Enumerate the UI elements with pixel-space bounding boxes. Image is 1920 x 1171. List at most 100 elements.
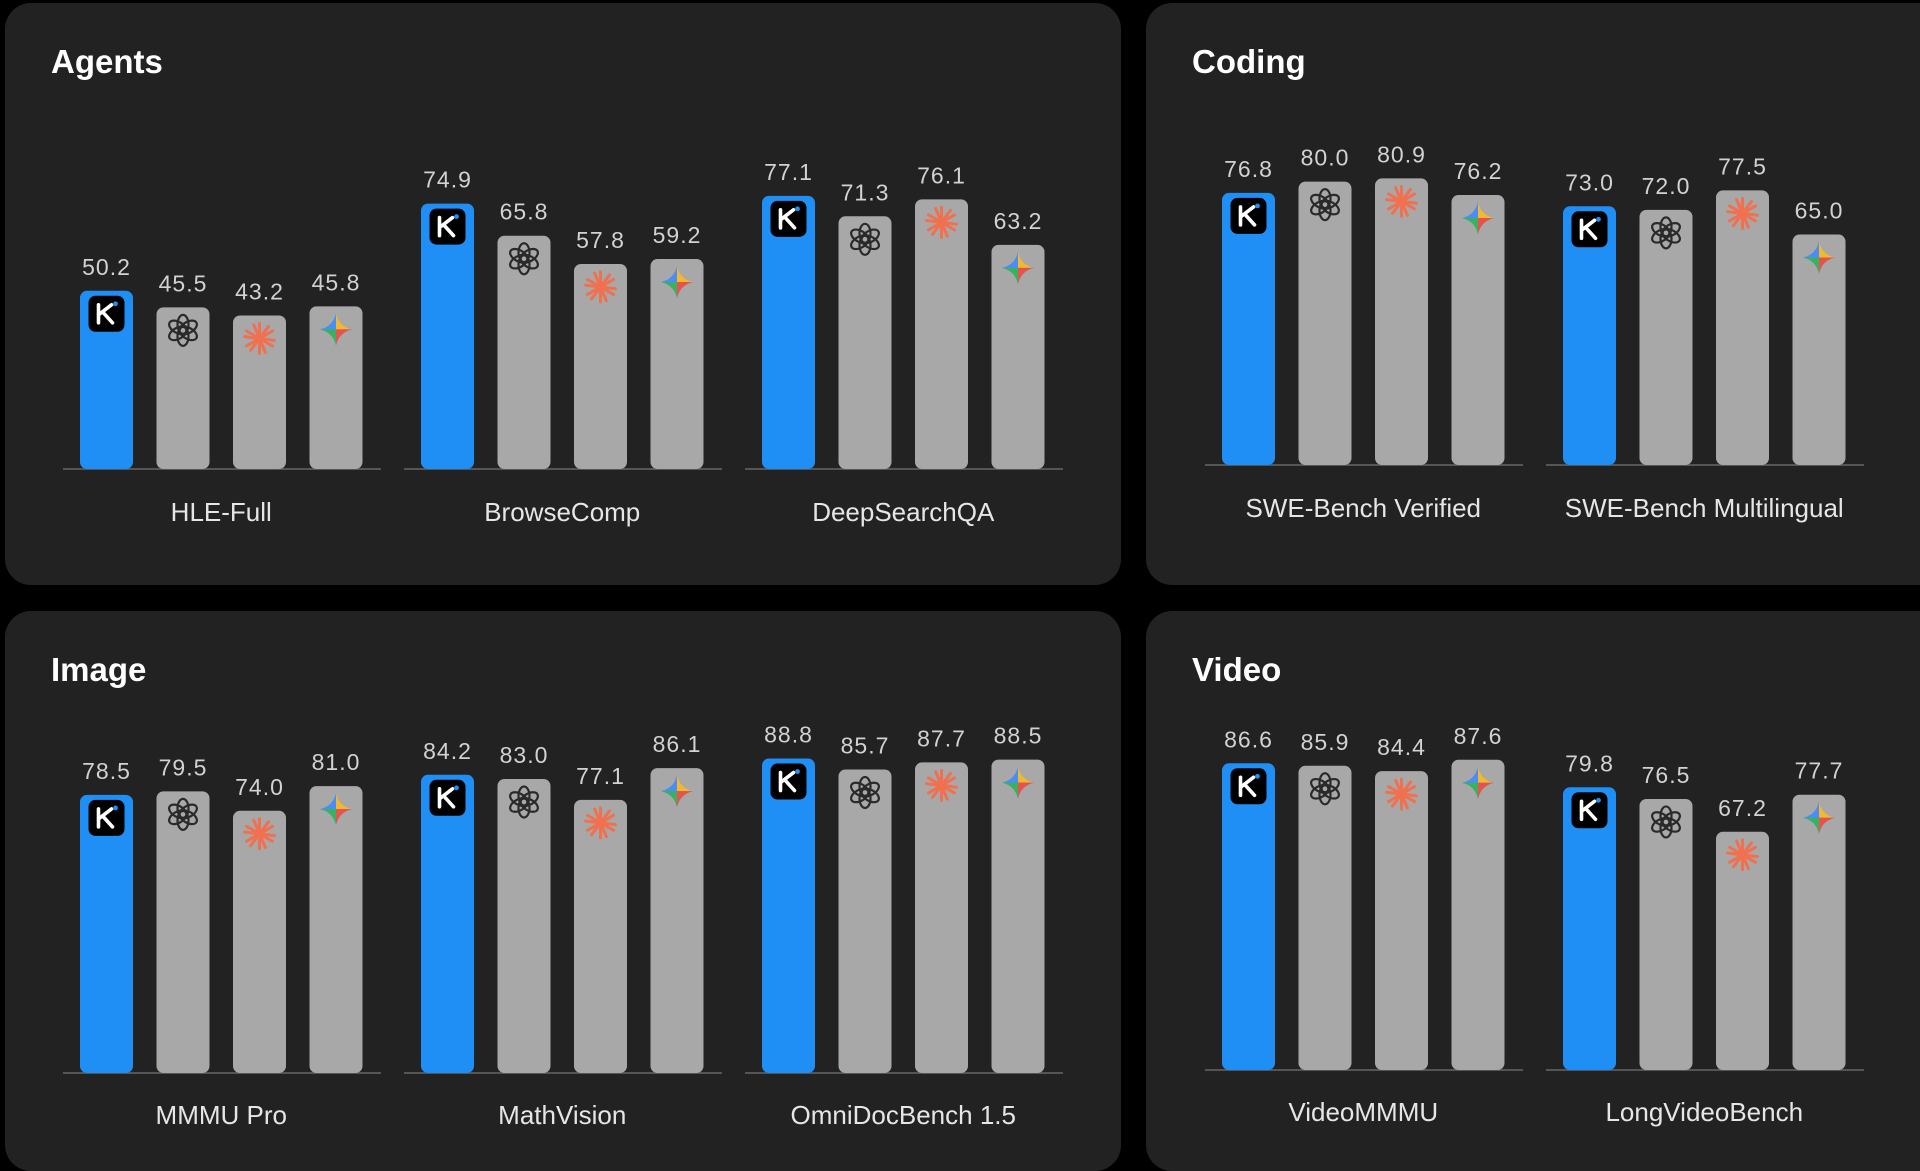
video-panel: Video 86.6 85.9 84.4 87.6 VideoMMMU 79.8 76.5 6…	[1146, 611, 1920, 1171]
openai-logo-icon	[168, 797, 198, 831]
category-label: HLE-Full	[171, 497, 272, 527]
bar-claude	[1716, 831, 1769, 1070]
bar-gemini	[991, 244, 1045, 469]
value-label: 76.2	[1454, 158, 1503, 184]
bar-claude	[574, 799, 627, 1073]
openai-logo-icon	[1310, 188, 1340, 222]
bar-openai	[1639, 209, 1693, 465]
image-panel: Image 78.5 79.5 74.0 81.0 MMMU Pro 84.2 83.0 77…	[5, 611, 1121, 1171]
kimi-logo-icon	[88, 295, 125, 332]
category-label: MathVision	[498, 1100, 626, 1130]
bar-gemini	[1451, 759, 1505, 1070]
bar-openai	[1298, 181, 1352, 465]
claude-star-icon	[243, 322, 276, 356]
bar-kimi	[1563, 787, 1616, 1070]
bar-openai	[156, 307, 210, 469]
bar-openai	[1298, 765, 1352, 1070]
agents-chart: 50.2 45.5 43.2 45.8 HLE-Full 74.9 65.8 57.8 59.2…	[63, 159, 1063, 527]
bar-claude	[233, 810, 286, 1073]
openai-logo-icon	[1310, 772, 1340, 806]
gemini-sparkle-icon	[1462, 202, 1494, 235]
value-label: 65.8	[500, 199, 549, 225]
bar-claude	[915, 199, 968, 469]
bar-gemini	[650, 259, 704, 469]
value-label: 57.8	[576, 227, 625, 253]
value-label: 77.1	[764, 159, 813, 185]
value-label: 81.0	[312, 749, 361, 775]
bar-kimi	[762, 195, 815, 469]
value-label: 77.1	[576, 763, 625, 789]
category-label: DeepSearchQA	[812, 497, 995, 527]
value-label: 87.7	[917, 725, 966, 751]
claude-star-icon	[925, 205, 958, 239]
value-label: 74.9	[423, 167, 472, 193]
coding-panel: Coding 76.8 80.0 80.9 76.2 SWE-Bench Verifie…	[1146, 3, 1920, 585]
value-label: 73.0	[1565, 169, 1614, 195]
bar-claude	[574, 263, 627, 469]
value-label: 86.6	[1224, 726, 1273, 752]
value-label: 65.0	[1795, 198, 1844, 224]
value-label: 79.5	[159, 754, 208, 780]
bar-gemini	[1792, 794, 1846, 1070]
bar-kimi	[80, 290, 133, 469]
bar-openai	[497, 235, 551, 469]
gemini-sparkle-icon	[1002, 251, 1034, 284]
bar-kimi	[1222, 192, 1275, 465]
coding-chart: 76.8 80.0 80.9 76.2 SWE-Bench Verified 73.0 72…	[1205, 141, 1864, 523]
bar-kimi	[80, 794, 133, 1073]
bar-gemini	[309, 786, 363, 1073]
bar-kimi	[1222, 763, 1275, 1070]
value-label: 84.4	[1377, 734, 1426, 760]
panel-title: Image	[51, 651, 147, 688]
value-label: 67.2	[1718, 795, 1767, 821]
kimi-logo-icon	[1230, 768, 1267, 805]
value-label: 76.5	[1642, 762, 1691, 788]
openai-logo-icon	[168, 313, 198, 347]
gemini-sparkle-icon	[1803, 241, 1835, 274]
kimi-logo-icon	[1571, 211, 1608, 248]
value-label: 43.2	[235, 279, 284, 305]
value-label: 87.6	[1454, 723, 1503, 749]
value-label: 59.2	[653, 222, 702, 248]
openai-logo-icon	[1651, 216, 1681, 250]
category-label: VideoMMMU	[1288, 1097, 1438, 1127]
category-label: SWE-Bench Verified	[1245, 493, 1481, 523]
bar-kimi	[1563, 206, 1616, 465]
kimi-logo-icon	[429, 779, 466, 816]
gemini-sparkle-icon	[661, 266, 693, 299]
value-label: 83.0	[500, 742, 549, 768]
value-label: 84.2	[423, 738, 472, 764]
bar-gemini	[309, 306, 363, 469]
value-label: 76.8	[1224, 156, 1273, 182]
value-label: 71.3	[841, 179, 890, 205]
bar-openai	[838, 216, 892, 469]
kimi-logo-icon	[1230, 197, 1267, 234]
claude-star-icon	[1726, 838, 1759, 872]
kimi-logo-icon	[1571, 792, 1608, 829]
value-label: 85.9	[1301, 729, 1350, 755]
value-label: 77.5	[1718, 153, 1767, 179]
bar-claude	[1375, 178, 1428, 465]
value-label: 85.7	[841, 732, 890, 758]
gemini-sparkle-icon	[1803, 801, 1835, 834]
bar-openai	[838, 769, 892, 1073]
value-label: 77.7	[1795, 758, 1844, 784]
claude-star-icon	[1726, 196, 1759, 230]
value-label: 78.5	[82, 758, 131, 784]
agents-panel: Agents 50.2 45.5 43.2 45.8 HLE-Full 74.9 65.8 5…	[5, 3, 1121, 585]
kimi-logo-icon	[88, 799, 125, 836]
value-label: 80.0	[1301, 145, 1350, 171]
value-label: 80.9	[1377, 141, 1426, 167]
bar-openai	[1639, 798, 1693, 1070]
bar-gemini	[650, 768, 704, 1073]
image-chart: 78.5 79.5 74.0 81.0 MMMU Pro 84.2 83.0 77.1 86.1…	[63, 722, 1063, 1130]
claude-star-icon	[243, 817, 276, 851]
bar-gemini	[991, 759, 1045, 1073]
panel-title: Video	[1192, 651, 1282, 688]
value-label: 74.0	[235, 774, 284, 800]
openai-logo-icon	[850, 222, 880, 256]
value-label: 88.8	[764, 722, 813, 748]
bar-gemini	[1451, 195, 1505, 465]
gemini-sparkle-icon	[661, 775, 693, 808]
panel-title: Agents	[51, 43, 163, 80]
